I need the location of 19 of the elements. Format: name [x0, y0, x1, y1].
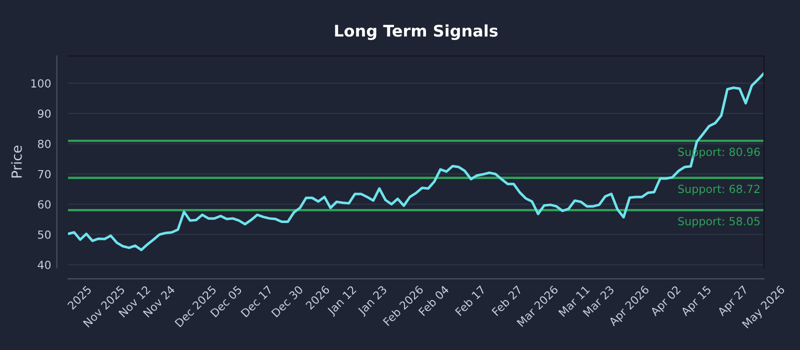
y-tick-label: 90: [38, 109, 51, 118]
y-tick-label: 70: [38, 170, 51, 178]
x-tick-label: Feb 17: [454, 285, 486, 316]
chart-title: Long Term Signals: [335, 24, 498, 40]
y-tick-label: 50: [38, 230, 51, 239]
line-series: [68, 72, 764, 252]
x-tick-label: Feb 27: [491, 285, 522, 316]
x-tick-label: Apr 02: [650, 285, 682, 318]
y-tick-label: 100: [31, 79, 51, 88]
x-tick-label: Apr 15: [680, 285, 713, 318]
ref-line-label: Support: 58.05: [678, 216, 760, 228]
x-tick-label: Dec 30: [271, 285, 304, 318]
x-tick-label: Jan 23: [356, 285, 389, 317]
y-tick-label: 80: [38, 140, 51, 148]
y-axis-title: Price: [11, 146, 22, 178]
y-tick-label: 40: [38, 260, 51, 270]
x-tick-label: Apr 27: [716, 285, 750, 318]
y-tick-label: 60: [38, 200, 51, 209]
ref-line-label: Support: 68.72: [678, 184, 760, 196]
